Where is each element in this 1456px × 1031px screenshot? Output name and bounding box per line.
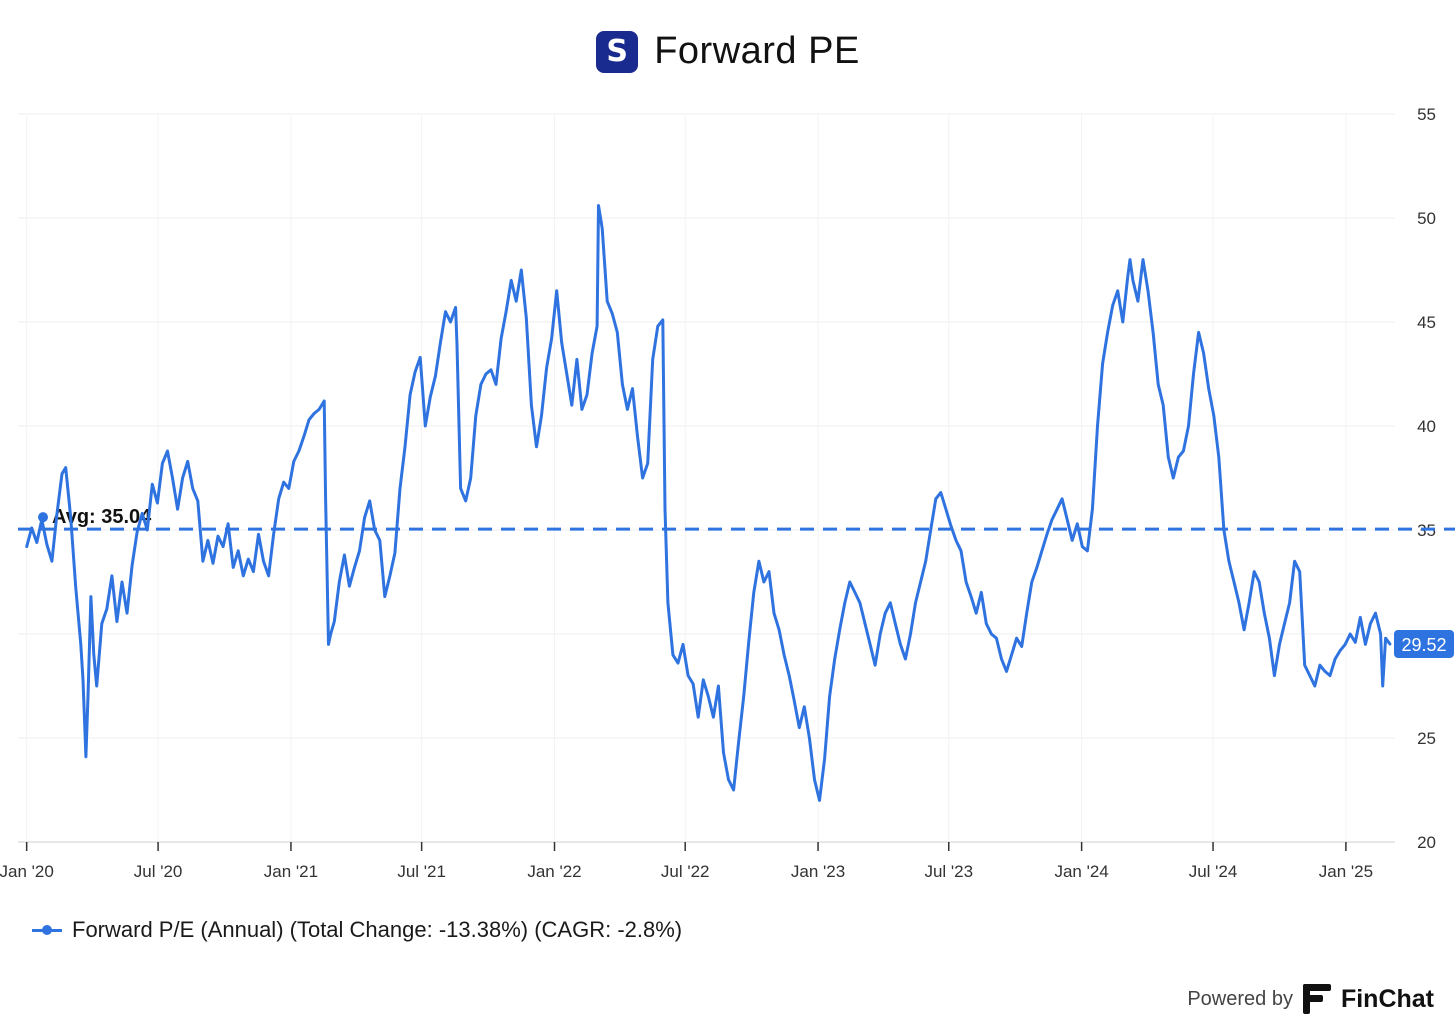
x-tick-label: Jul '24 (1189, 862, 1238, 881)
last-value-label: 29.52 (1401, 635, 1446, 655)
gridlines (18, 113, 1395, 842)
y-tick-label: 45 (1417, 313, 1436, 332)
y-tick-label: 20 (1417, 833, 1436, 852)
footer: Powered by FinChat (1187, 984, 1434, 1014)
x-tick-label: Jan '22 (527, 862, 581, 881)
x-axis: Jan '20 Jul '20 Jan '21 Jul '21 Jan '22 Jul '… (0, 841, 1395, 881)
x-tick-label: Jul '21 (397, 862, 446, 881)
legend-line-marker-icon (32, 922, 62, 938)
y-tick-label: 55 (1417, 105, 1436, 124)
y-axis: 20253540455055 (1417, 105, 1436, 852)
series-line (25, 204, 1392, 802)
last-value-badge (1394, 629, 1454, 658)
legend-label: Forward P/E (Annual) (Total Change: -13.… (72, 917, 683, 942)
x-tick-label: Jan '20 (0, 862, 54, 881)
x-tick-label: Jul '20 (134, 862, 183, 881)
average-label: Avg: 35.04 (52, 506, 152, 528)
seeking-logo-icon: S (596, 30, 639, 73)
chart-title: Forward PE (654, 30, 860, 72)
x-tick-label: Jul '23 (924, 862, 973, 881)
y-tick-label: 50 (1417, 209, 1436, 228)
x-tick-label: Jul '22 (661, 862, 710, 881)
y-tick-label: 25 (1417, 729, 1436, 748)
x-tick-label: Jan '23 (791, 862, 845, 881)
x-tick-label: Jan '25 (1319, 862, 1373, 881)
series-group (25, 204, 1392, 802)
average-line-group: Avg: 35.04 (18, 506, 1455, 531)
y-tick-label: 40 (1417, 417, 1436, 436)
chart-header: S Forward PE (0, 30, 1456, 73)
x-tick-label: Jan '21 (264, 862, 318, 881)
finchat-logo-icon (1302, 984, 1331, 1014)
legend[interactable]: Forward P/E (Annual) (Total Change: -13.… (32, 917, 682, 943)
last-value-group: 29.52 (1394, 629, 1454, 658)
powered-by-label: Powered by (1187, 987, 1293, 1010)
x-tick-label: Jan '24 (1054, 862, 1108, 881)
finchat-brand[interactable]: FinChat (1340, 984, 1434, 1013)
